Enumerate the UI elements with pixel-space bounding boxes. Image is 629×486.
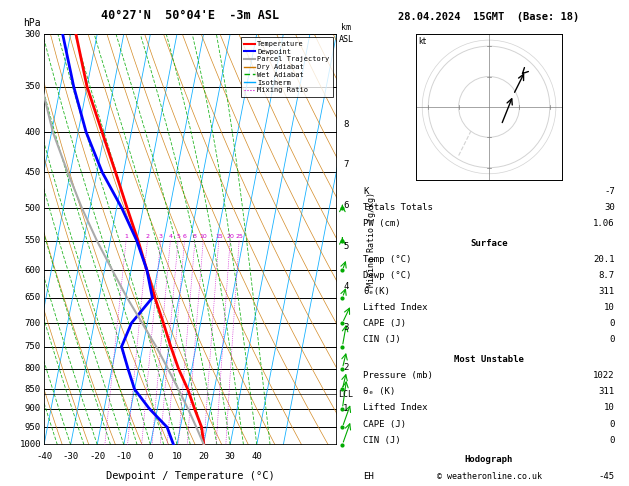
Text: 10: 10: [604, 403, 615, 413]
Text: Temp (°C): Temp (°C): [364, 255, 412, 264]
Text: 900: 900: [25, 404, 41, 413]
Text: 5: 5: [343, 242, 348, 251]
Text: θₑ (K): θₑ (K): [364, 387, 396, 397]
Text: 750: 750: [25, 342, 41, 351]
Text: 400: 400: [25, 128, 41, 137]
Text: 311: 311: [599, 387, 615, 397]
Text: 20.1: 20.1: [593, 255, 615, 264]
Text: -30: -30: [62, 452, 79, 461]
Text: 1: 1: [124, 234, 128, 239]
Text: Lifted Index: Lifted Index: [364, 303, 428, 312]
Text: 800: 800: [25, 364, 41, 373]
Text: Mixing Ratio (g/kg): Mixing Ratio (g/kg): [367, 192, 376, 287]
Text: -45: -45: [599, 471, 615, 481]
Legend: Temperature, Dewpoint, Parcel Trajectory, Dry Adiabat, Wet Adiabat, Isotherm, Mi: Temperature, Dewpoint, Parcel Trajectory…: [241, 37, 333, 97]
Text: 650: 650: [25, 293, 41, 302]
Text: Lifted Index: Lifted Index: [364, 403, 428, 413]
Text: 4: 4: [169, 234, 172, 239]
Text: 25: 25: [235, 234, 243, 239]
Text: 1000: 1000: [19, 440, 41, 449]
Text: Surface: Surface: [470, 239, 508, 248]
Text: CIN (J): CIN (J): [364, 435, 401, 445]
Text: 550: 550: [25, 236, 41, 245]
Text: Dewp (°C): Dewp (°C): [364, 271, 412, 280]
Text: ASL: ASL: [338, 35, 353, 44]
Text: 300: 300: [25, 30, 41, 38]
Text: 0: 0: [610, 335, 615, 345]
Text: -40: -40: [36, 452, 52, 461]
Text: 40°27'N  50°04'E  -3m ASL: 40°27'N 50°04'E -3m ASL: [101, 9, 279, 22]
Text: 2: 2: [145, 234, 150, 239]
Text: Dewpoint / Temperature (°C): Dewpoint / Temperature (°C): [106, 471, 275, 482]
Text: CAPE (J): CAPE (J): [364, 419, 406, 429]
Text: 30: 30: [225, 452, 235, 461]
Text: Hodograph: Hodograph: [465, 455, 513, 465]
Text: 1022: 1022: [593, 371, 615, 381]
Text: 8.7: 8.7: [599, 271, 615, 280]
Text: 1: 1: [343, 404, 348, 413]
Text: -10: -10: [116, 452, 132, 461]
Text: 3: 3: [159, 234, 163, 239]
Text: 950: 950: [25, 423, 41, 432]
Text: 28.04.2024  15GMT  (Base: 18): 28.04.2024 15GMT (Base: 18): [398, 12, 580, 22]
Text: 0: 0: [610, 419, 615, 429]
Text: CIN (J): CIN (J): [364, 335, 401, 345]
Text: 5: 5: [176, 234, 180, 239]
Text: Most Unstable: Most Unstable: [454, 355, 524, 364]
Text: 3: 3: [343, 323, 348, 332]
Text: 8: 8: [343, 120, 348, 129]
Text: Pressure (mb): Pressure (mb): [364, 371, 433, 381]
Text: CAPE (J): CAPE (J): [364, 319, 406, 329]
Text: 15: 15: [215, 234, 223, 239]
Text: 10: 10: [199, 234, 207, 239]
Text: 30: 30: [604, 203, 615, 212]
Text: 7: 7: [343, 160, 348, 170]
Text: 0: 0: [610, 319, 615, 329]
Text: 6: 6: [182, 234, 186, 239]
Text: hPa: hPa: [23, 18, 41, 28]
Text: 350: 350: [25, 82, 41, 91]
Text: km: km: [341, 22, 351, 32]
Text: -7: -7: [604, 187, 615, 196]
Text: 40: 40: [252, 452, 262, 461]
Text: 0: 0: [610, 435, 615, 445]
Text: PW (cm): PW (cm): [364, 219, 401, 228]
Text: θₑ(K): θₑ(K): [364, 287, 390, 296]
Text: 10: 10: [604, 303, 615, 312]
Text: 600: 600: [25, 266, 41, 275]
Text: © weatheronline.co.uk: © weatheronline.co.uk: [437, 472, 542, 481]
Text: 4: 4: [343, 282, 348, 291]
Text: Totals Totals: Totals Totals: [364, 203, 433, 212]
Text: 6: 6: [343, 201, 348, 210]
Text: 850: 850: [25, 385, 41, 394]
Text: -20: -20: [89, 452, 105, 461]
Text: 1.06: 1.06: [593, 219, 615, 228]
Text: 20: 20: [226, 234, 234, 239]
Text: kt: kt: [418, 37, 426, 46]
Text: 10: 10: [172, 452, 182, 461]
Text: 450: 450: [25, 168, 41, 177]
Text: 311: 311: [599, 287, 615, 296]
Text: 2: 2: [343, 364, 348, 372]
Text: EH: EH: [364, 471, 374, 481]
Text: 700: 700: [25, 318, 41, 328]
Text: 20: 20: [198, 452, 209, 461]
Text: 8: 8: [193, 234, 197, 239]
Text: K: K: [364, 187, 369, 196]
Text: 500: 500: [25, 204, 41, 213]
Text: LCL: LCL: [338, 390, 353, 399]
Text: 0: 0: [148, 452, 153, 461]
